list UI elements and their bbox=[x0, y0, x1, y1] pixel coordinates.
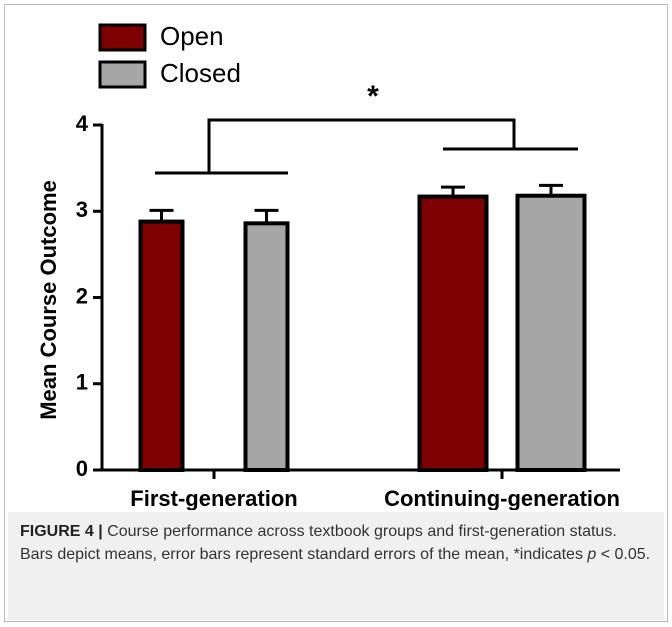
caption-end: < 0.05. bbox=[596, 546, 651, 563]
y-tick-label: 0 bbox=[76, 456, 88, 481]
x-tick-label: First-generation bbox=[130, 486, 297, 510]
x-tick-label: Continuing-generation bbox=[384, 486, 620, 510]
bar bbox=[515, 193, 587, 472]
caption-text: Course performance across textbook group… bbox=[20, 523, 617, 563]
legend-label: Open bbox=[160, 21, 224, 51]
caption-italic: p bbox=[587, 546, 597, 563]
bar bbox=[138, 219, 185, 472]
y-tick-label: 3 bbox=[76, 197, 88, 222]
y-tick-label: 4 bbox=[76, 111, 89, 136]
legend-swatch bbox=[98, 60, 147, 89]
figure-frame bbox=[4, 4, 668, 622]
caption-label: FIGURE 4 | bbox=[20, 523, 103, 540]
y-axis-title: Mean Course Outcome bbox=[36, 180, 61, 420]
y-tick-label: 1 bbox=[76, 370, 88, 395]
chart: Mean Course Outcome * 0 1 2 3 4 Open Closed Fir… bbox=[36, 21, 620, 510]
caption: FIGURE 4 | Course performance across tex… bbox=[8, 512, 664, 620]
legend-label: Closed bbox=[160, 58, 241, 88]
bar bbox=[243, 221, 290, 472]
bar bbox=[417, 194, 489, 472]
legend-swatch bbox=[98, 23, 147, 52]
y-tick-label: 2 bbox=[76, 283, 88, 308]
significance-bracket bbox=[155, 118, 578, 175]
significance-star: * bbox=[367, 80, 379, 113]
